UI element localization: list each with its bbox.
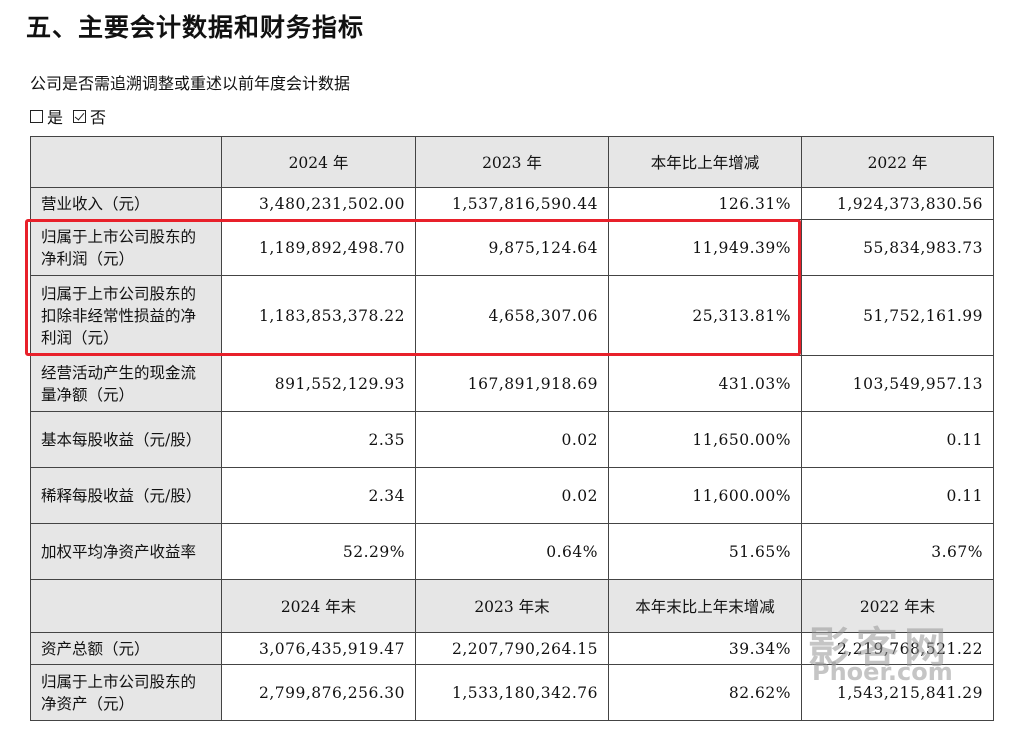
header-cell: 2024 年 [221,136,416,188]
table-row: 基本每股收益（元/股） 2.35 0.02 11,650.00% 0.11 [30,411,994,468]
financial-data-table: 2024 年 2023 年 本年比上年增减 2022 年 营业收入（元） 3,4… [30,136,994,721]
cell-value: 2,207,790,264.15 [415,632,609,665]
restatement-options: 是 否 [30,104,106,128]
table-header-row: 2024 年 2023 年 本年比上年增减 2022 年 [30,136,994,188]
restatement-question: 公司是否需追溯调整或重述以前年度会计数据 [30,74,351,93]
cell-value: 0.02 [415,467,609,524]
cell-value: 11,600.00% [608,467,802,524]
row-label: 归属于上市公司股东的净利润（元） [30,219,222,276]
option-no[interactable]: 否 [73,104,106,128]
cell-value: 1,533,180,342.76 [415,664,609,721]
cell-value: 0.02 [415,411,609,468]
row-label: 营业收入（元） [30,187,222,220]
cell-value: 39.34% [608,632,802,665]
row-label: 资产总额（元） [30,632,222,665]
table-row: 归属于上市公司股东的扣除非经常性损益的净利润（元） 1,183,853,378.… [30,275,994,356]
cell-value: 52.29% [221,523,416,580]
cell-value: 3,076,435,919.47 [221,632,416,665]
row-label: 归属于上市公司股东的净资产（元） [30,664,222,721]
row-label: 稀释每股收益（元/股） [30,467,222,524]
cell-value: 2,799,876,256.30 [221,664,416,721]
header-cell: 2022 年末 [801,579,994,633]
cell-value: 9,875,124.64 [415,219,609,276]
option-yes[interactable]: 是 [30,104,63,128]
cell-value: 167,891,918.69 [415,355,609,412]
cell-value: 3,480,231,502.00 [221,187,416,220]
cell-value: 126.31% [608,187,802,220]
table-row: 经营活动产生的现金流量净额（元） 891,552,129.93 167,891,… [30,355,994,412]
cell-value: 1,924,373,830.56 [801,187,994,220]
cell-value: 103,549,957.13 [801,355,994,412]
cell-value: 0.64% [415,523,609,580]
header-cell: 2022 年 [801,136,994,188]
cell-value: 51.65% [608,523,802,580]
row-label: 经营活动产生的现金流量净额（元） [30,355,222,412]
header-cell: 本年末比上年末增减 [608,579,802,633]
cell-value: 11,650.00% [608,411,802,468]
cell-value: 82.62% [608,664,802,721]
table-row: 稀释每股收益（元/股） 2.34 0.02 11,600.00% 0.11 [30,467,994,524]
row-label: 归属于上市公司股东的扣除非经常性损益的净利润（元） [30,275,222,356]
header-cell: 2023 年末 [415,579,609,633]
cell-value: 0.11 [801,467,994,524]
cell-value: 2,219,768,521.22 [801,632,994,665]
row-label: 加权平均净资产收益率 [30,523,222,580]
header-cell: 2024 年末 [221,579,416,633]
header-blank [30,136,222,188]
option-no-label: 否 [90,108,107,127]
cell-value: 11,949.39% [608,219,802,276]
cell-value: 1,183,853,378.22 [221,275,416,356]
header-cell: 2023 年 [415,136,609,188]
table-row: 加权平均净资产收益率 52.29% 0.64% 51.65% 3.67% [30,523,994,580]
header-blank [30,579,222,633]
cell-value: 3.67% [801,523,994,580]
cell-value: 25,313.81% [608,275,802,356]
cell-value: 55,834,983.73 [801,219,994,276]
section-heading: 五、主要会计数据和财务指标 [26,13,365,42]
cell-value: 431.03% [608,355,802,412]
cell-value: 2.35 [221,411,416,468]
cell-value: 1,189,892,498.70 [221,219,416,276]
table-subheader-row: 2024 年末 2023 年末 本年末比上年末增减 2022 年末 [30,579,994,633]
cell-value: 891,552,129.93 [221,355,416,412]
cell-value: 0.11 [801,411,994,468]
checkbox-yes[interactable] [30,109,43,123]
row-label: 基本每股收益（元/股） [30,411,222,468]
header-cell: 本年比上年增减 [608,136,802,188]
cell-value: 1,537,816,590.44 [415,187,609,220]
table-row: 营业收入（元） 3,480,231,502.00 1,537,816,590.4… [30,187,994,220]
checkbox-no[interactable] [73,109,87,123]
table-row: 资产总额（元） 3,076,435,919.47 2,207,790,264.1… [30,632,994,665]
cell-value: 2.34 [221,467,416,524]
option-yes-label: 是 [47,108,64,127]
cell-value: 1,543,215,841.29 [801,664,994,721]
table-row: 归属于上市公司股东的净利润（元） 1,189,892,498.70 9,875,… [30,219,994,276]
cell-value: 4,658,307.06 [415,275,609,356]
cell-value: 51,752,161.99 [801,275,994,356]
table-row: 归属于上市公司股东的净资产（元） 2,799,876,256.30 1,533,… [30,664,994,721]
